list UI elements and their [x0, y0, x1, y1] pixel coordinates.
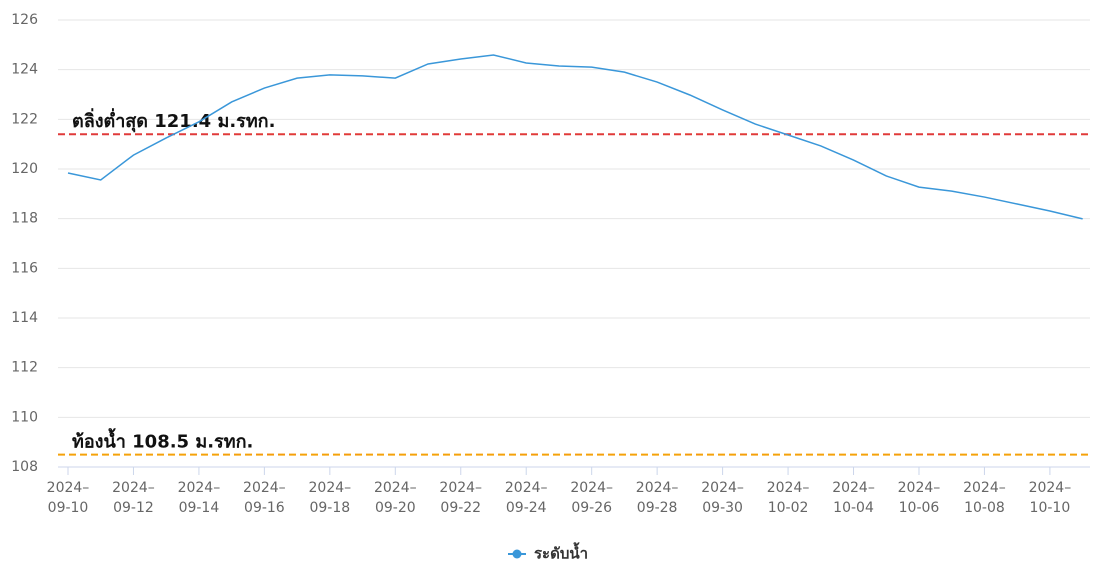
x-tick-label: 2024–10-10 [1028, 480, 1072, 516]
y-tick-label: 122 [11, 111, 38, 127]
x-tick-label: 2024–09-10 [46, 480, 90, 516]
x-tick-label: 2024–09-18 [308, 480, 352, 516]
x-tick-label: 2024–09-30 [701, 480, 744, 516]
legend-label: ระดับน้ำ [534, 542, 588, 563]
y-tick-label: 120 [11, 161, 38, 177]
x-tick-label: 2024–10-06 [897, 480, 941, 516]
x-tick-label: 2024–09-24 [504, 480, 548, 516]
legend-marker [512, 549, 522, 559]
y-tick-label: 110 [11, 409, 38, 425]
x-tick-label: 2024–09-20 [373, 480, 417, 516]
x-tick-label: 2024–09-22 [439, 480, 483, 516]
x-tick-label: 2024–09-14 [177, 480, 221, 516]
x-tick-label: 2024–09-16 [243, 480, 286, 516]
y-tick-label: 112 [11, 360, 38, 376]
y-tick-label: 108 [11, 459, 38, 475]
y-tick-label: 126 [11, 12, 38, 28]
x-tick-label: 2024–10-08 [963, 480, 1006, 516]
x-tick-label: 2024–10-04 [832, 480, 875, 516]
x-tick-label: 2024–10-02 [766, 480, 810, 516]
y-tick-label: 124 [11, 62, 38, 78]
y-tick-label: 118 [11, 211, 38, 227]
x-tick-label: 2024–09-28 [635, 480, 679, 516]
line [67, 54, 1083, 220]
x-tick-label: 2024–09-12 [112, 480, 155, 516]
y-tick-label: 116 [11, 260, 38, 276]
y-tick-label: 114 [11, 310, 38, 326]
reference-label: ท้องน้ำ 108.5 ม.รทก. [72, 428, 253, 453]
reference-label: ตลิ่งต่ำสุด 121.4 ม.รทก. [72, 108, 275, 133]
x-tick-label: 2024–09-26 [570, 480, 613, 516]
